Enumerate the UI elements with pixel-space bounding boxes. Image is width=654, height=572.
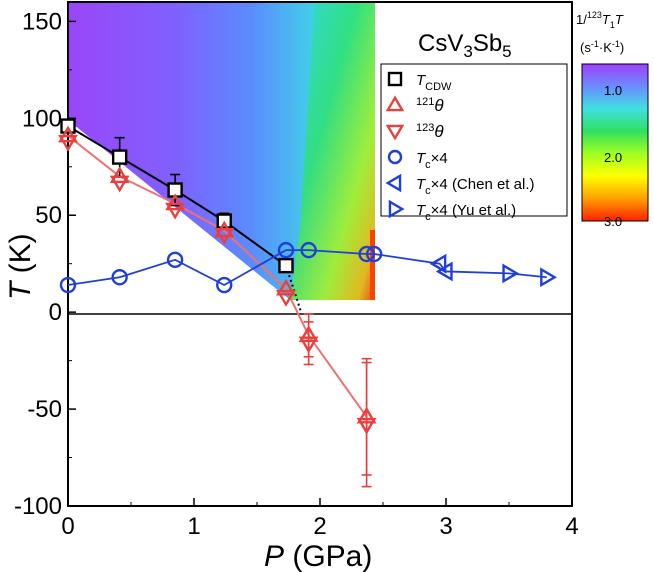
colorbar-tick-3: 3.0 — [604, 214, 622, 229]
legend-label-theta121: 121θ — [416, 96, 444, 115]
y-tick-label: -50 — [27, 396, 62, 423]
theta123-point — [298, 336, 319, 354]
legend-marker-tc_chen — [385, 173, 402, 193]
tc-point — [365, 245, 383, 263]
series-tc_yu — [502, 263, 557, 288]
x-tick-label: 0 — [61, 513, 74, 540]
material-label: CsV3Sb5 — [418, 30, 512, 61]
legend-box — [380, 63, 568, 217]
tc_chen-point — [429, 253, 447, 274]
theta123-point — [58, 134, 78, 152]
cdw-point — [111, 149, 128, 165]
legend-label-theta123: 123θ — [416, 122, 444, 141]
colorbar-title-line1: 1/123T1T — [576, 10, 624, 30]
colorbar-tick-2: 2.0 — [604, 150, 622, 165]
tc_yu-point — [540, 267, 557, 288]
y-tick-label: 50 — [35, 202, 62, 229]
theta123-point — [214, 227, 235, 245]
data-marks — [58, 118, 557, 488]
cdw-extrapolation-line — [285, 265, 303, 313]
legend: TCDW 121θ 123θ Tc×4 Tc×4 (Chen et al.) Tc×4 (… — [380, 63, 568, 223]
legend-marker-tc_yu — [388, 199, 405, 219]
legend-marker-tc — [387, 149, 403, 165]
legend-label-tc_chen: Tc×4 (Chen et al.) — [416, 176, 534, 197]
legend-label-tc: Tc×4 — [416, 150, 448, 171]
tc-point — [216, 276, 233, 294]
series-tc — [59, 241, 383, 294]
tc_yu-point — [502, 263, 520, 284]
y-tick-label: 0 — [49, 299, 62, 326]
y-axis-title: T (K) — [4, 233, 37, 300]
legend-marker-cdw — [387, 71, 403, 87]
y-tick-label: -100 — [14, 493, 62, 520]
tc-point — [300, 241, 317, 259]
tc-point — [59, 276, 77, 294]
tc-extended-line — [374, 253, 547, 279]
theta121-point — [58, 125, 78, 143]
theta123-point — [356, 417, 377, 435]
axes: 0 1 2 3 4 -100 -50 0 50 100 150 — [14, 8, 579, 540]
tc_chen-point — [435, 261, 453, 282]
theta123-point — [276, 289, 296, 307]
x-tick-label: 3 — [439, 513, 452, 540]
series-theta123 — [58, 134, 377, 488]
colorbar: 1/123T1T (s-1·K-1) 1.0 2.0 3.0 — [576, 10, 649, 229]
theta123-point — [165, 202, 185, 220]
y-tick-label: 100 — [22, 105, 62, 132]
cdw-point — [278, 257, 294, 274]
theta121-point — [276, 278, 296, 296]
y-tick-label: 150 — [22, 8, 62, 35]
theta121-point — [165, 193, 185, 211]
tc-point — [166, 251, 184, 269]
legend-label-tc_yu: Tc×4 (Yu et al.) — [416, 202, 516, 223]
x-tick-label: 2 — [313, 513, 326, 540]
legend-label-cdw: TCDW — [416, 72, 452, 93]
x-tick-label: 4 — [565, 513, 578, 540]
x-tick-label: 1 — [187, 513, 200, 540]
series-tc_chen — [429, 253, 453, 282]
nmr-heatmap — [68, 2, 375, 300]
theta123-point — [109, 175, 130, 193]
colorbar-tick-1: 1.0 — [604, 83, 622, 98]
theta121-point — [109, 166, 130, 184]
legend-marker-theta123 — [385, 124, 405, 141]
colorbar-gradient — [581, 63, 649, 222]
tc-point — [277, 241, 295, 259]
tc-point — [111, 269, 128, 286]
colorbar-title-line2: (s-1·K-1) — [580, 39, 624, 55]
series-cdw — [60, 118, 294, 274]
x-axis-title: P (GPa) — [264, 540, 372, 572]
tc-line — [67, 249, 375, 287]
tc-point — [358, 245, 375, 263]
legend-marker-theta121 — [385, 95, 405, 112]
